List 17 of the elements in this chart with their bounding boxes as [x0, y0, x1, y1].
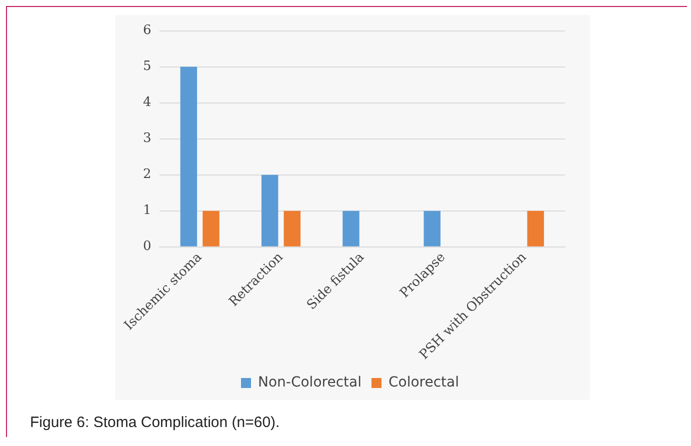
caption: Figure 6: Stoma Complication (n=60). [30, 414, 280, 431]
y-tick-label: 4 [142, 95, 152, 110]
bar [342, 210, 360, 246]
y-tick-label: 2 [142, 167, 152, 182]
bar [202, 210, 220, 246]
bar [527, 210, 544, 246]
legend-label: Non-Colorectal [258, 374, 362, 391]
y-tick-label: 5 [142, 59, 152, 74]
y-tick-label: 0 [142, 239, 152, 254]
bar [180, 66, 198, 246]
y-tick-label: 3 [142, 131, 152, 146]
y-tick-label: 6 [142, 23, 152, 38]
legend-label: Colorectal [388, 374, 459, 391]
bar [284, 210, 301, 246]
bar [261, 174, 278, 246]
bar [424, 210, 440, 246]
y-tick-label: 1 [142, 203, 152, 218]
